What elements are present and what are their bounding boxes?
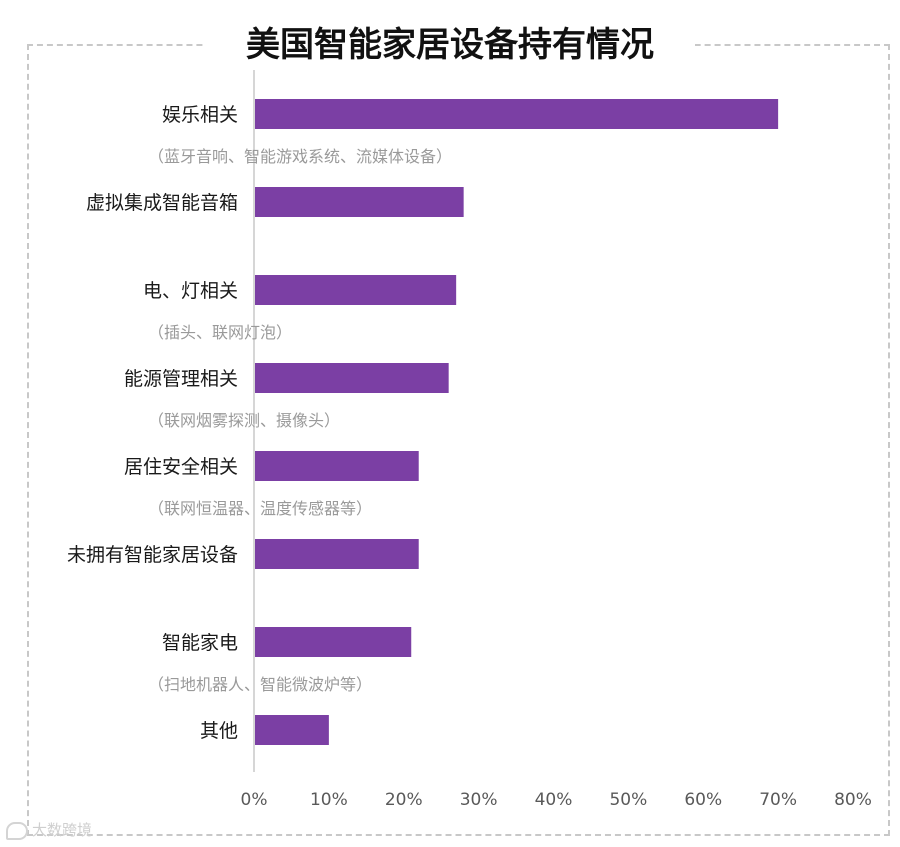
bar-3	[255, 363, 449, 393]
category-label-0: 娱乐相关	[162, 104, 238, 126]
x-tick-label-8: 80%	[834, 790, 872, 810]
x-tick-label-2: 20%	[385, 790, 423, 810]
category-label-5: 未拥有智能家居设备	[67, 544, 238, 566]
watermark-text: 大数跨境	[32, 821, 93, 839]
category-note-4: （联网恒温器、温度传感器等）	[148, 499, 372, 518]
bar-2	[255, 275, 457, 305]
category-note-6: （扫地机器人、智能微波炉等）	[148, 675, 372, 694]
category-label-6: 智能家电	[162, 632, 238, 654]
bar-0	[255, 99, 779, 129]
chart-title: 美国智能家居设备持有情况	[205, 18, 695, 72]
watermark: 大数跨境	[6, 818, 92, 842]
category-label-2: 电、灯相关	[143, 280, 238, 302]
x-tick-label-0: 0%	[241, 790, 268, 810]
x-tick-label-7: 70%	[759, 790, 797, 810]
x-tick-label-5: 50%	[609, 790, 647, 810]
category-label-3: 能源管理相关	[124, 368, 238, 390]
category-note-3: （联网烟雾探测、摄像头）	[148, 411, 340, 430]
x-tick-label-3: 30%	[460, 790, 498, 810]
bar-4	[255, 451, 419, 481]
x-tick-label-6: 60%	[684, 790, 722, 810]
bar-5	[255, 539, 419, 569]
category-label-4: 居住安全相关	[124, 456, 238, 478]
x-tick-label-1: 10%	[310, 790, 348, 810]
bar-1	[255, 187, 464, 217]
category-note-2: （插头、联网灯泡）	[148, 323, 292, 342]
category-label-1: 虚拟集成智能音箱	[86, 192, 238, 214]
watermark-logo-icon	[6, 821, 28, 840]
category-label-7: 其他	[200, 720, 238, 742]
bar-6	[255, 627, 412, 657]
category-note-0: （蓝牙音响、智能游戏系统、流媒体设备）	[148, 147, 452, 166]
bar-7	[255, 715, 329, 745]
x-tick-label-4: 40%	[535, 790, 573, 810]
